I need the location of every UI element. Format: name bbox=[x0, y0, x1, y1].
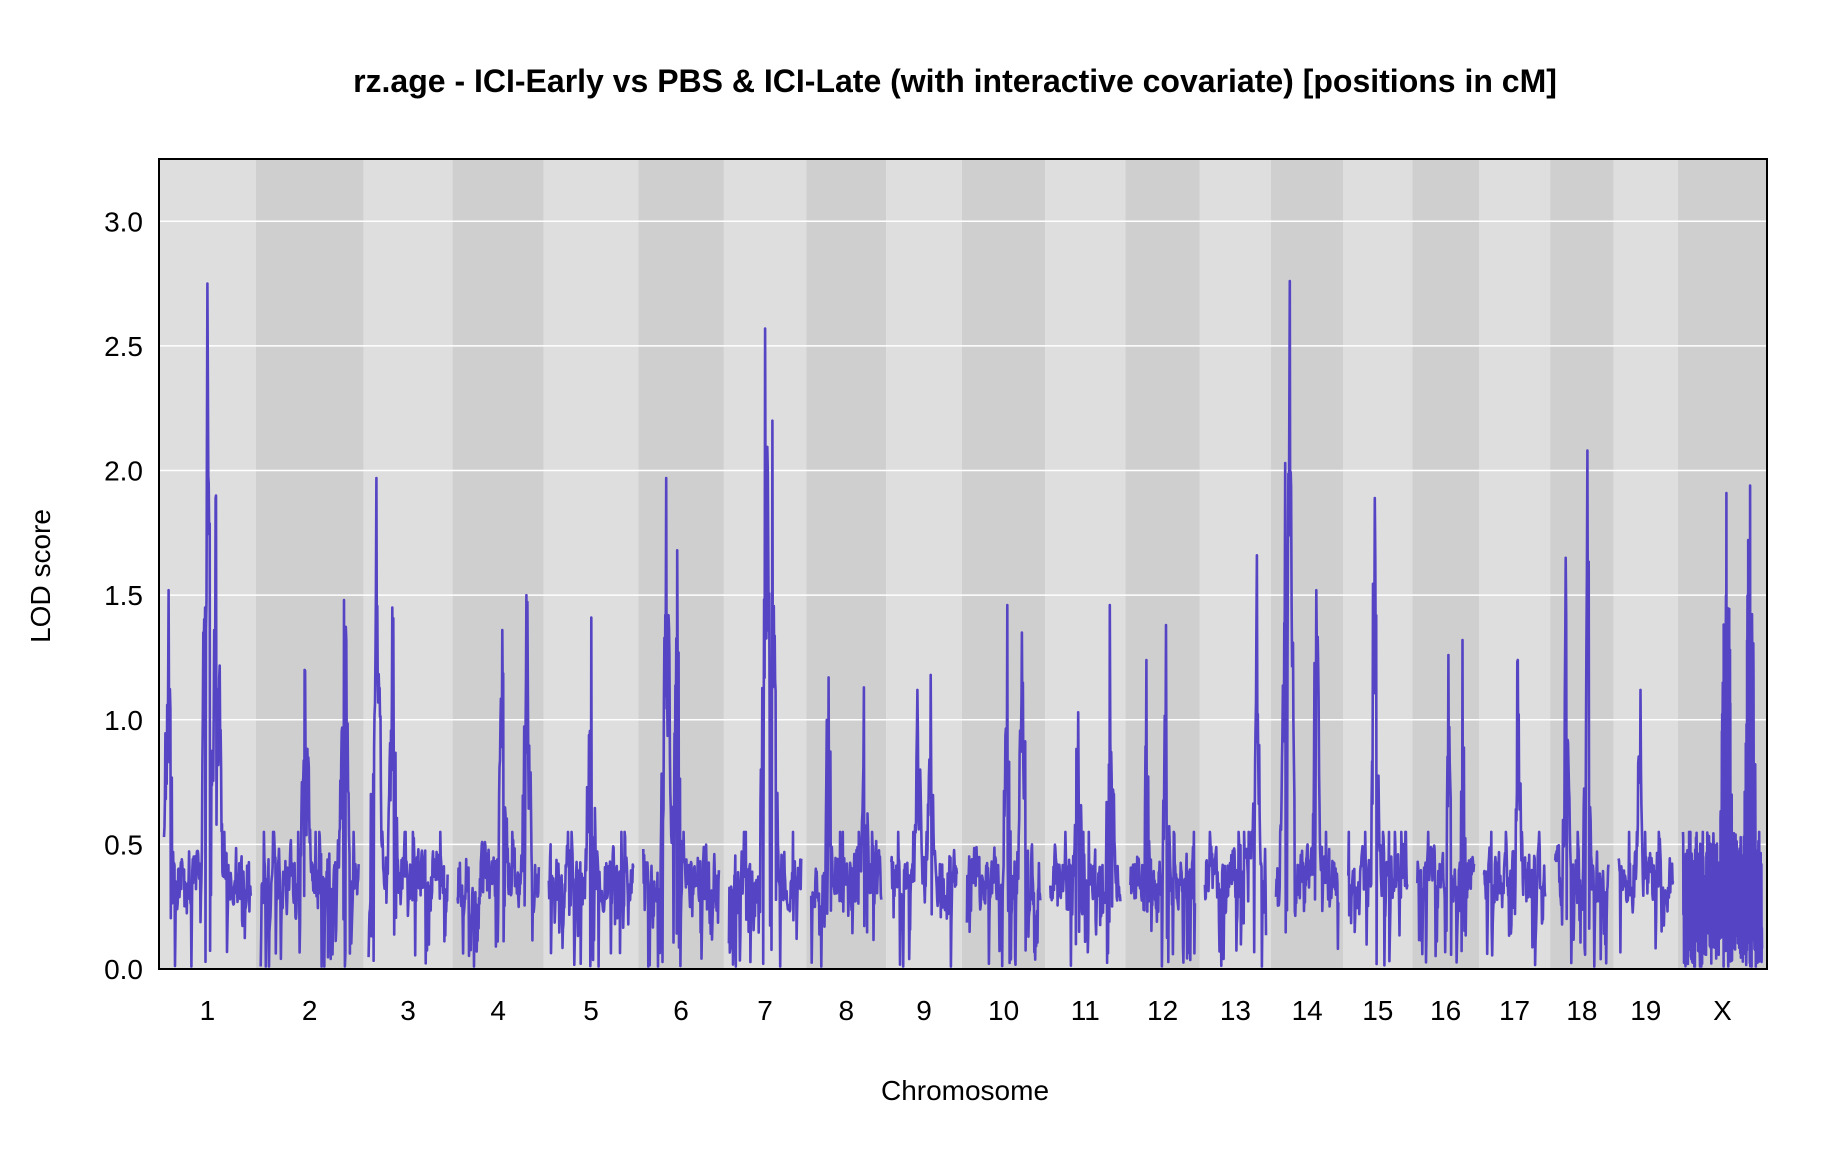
lod-line-chr-6 bbox=[642, 476, 721, 968]
lod-line-chr-9 bbox=[890, 673, 959, 968]
lod-line-chr-11 bbox=[1049, 603, 1122, 967]
lod-line-chr-12 bbox=[1129, 623, 1197, 968]
y-axis-ticks: 0.0 0.5 1.0 1.5 2.0 2.5 3.0 bbox=[104, 206, 143, 985]
x-tick-label: 9 bbox=[916, 995, 932, 1026]
lod-line-chr-3 bbox=[367, 476, 449, 965]
y-tick-label: 3.0 bbox=[104, 206, 143, 237]
x-tick-label: 18 bbox=[1566, 995, 1597, 1026]
lod-line-chr-13 bbox=[1203, 554, 1268, 968]
lod-line-chr-14 bbox=[1274, 279, 1340, 951]
x-tick-label: 3 bbox=[400, 995, 416, 1026]
lod-line-chr-18 bbox=[1553, 449, 1610, 968]
lod-line-chr-15 bbox=[1347, 496, 1409, 967]
lod-line-chr-1 bbox=[162, 282, 252, 968]
lod-line-chr-4 bbox=[456, 593, 541, 968]
x-tick-label: 4 bbox=[490, 995, 506, 1026]
lod-series bbox=[162, 279, 1764, 968]
x-tick-label: 15 bbox=[1362, 995, 1393, 1026]
y-tick-label: 0.5 bbox=[104, 829, 143, 860]
lod-line-chr-8 bbox=[809, 676, 883, 968]
x-axis-label: Chromosome bbox=[881, 1075, 1049, 1106]
x-tick-label: 7 bbox=[757, 995, 773, 1026]
x-tick-label: X bbox=[1713, 995, 1732, 1026]
y-tick-label: 2.0 bbox=[104, 456, 143, 487]
x-tick-label: 1 bbox=[200, 995, 216, 1026]
y-tick-label: 0.0 bbox=[104, 954, 143, 985]
y-tick-label: 1.0 bbox=[104, 705, 143, 736]
lod-line-chr-19 bbox=[1617, 688, 1675, 954]
y-axis-label: LOD score bbox=[25, 509, 56, 643]
chart-title: rz.age - ICI-Early vs PBS & ICI-Late (wi… bbox=[353, 63, 1557, 99]
plot-frame bbox=[158, 158, 1768, 970]
x-tick-label: 17 bbox=[1499, 995, 1530, 1026]
lod-line-chr-17 bbox=[1482, 658, 1547, 967]
x-tick-label: 12 bbox=[1147, 995, 1178, 1026]
lod-line-chr-16 bbox=[1416, 638, 1476, 964]
x-tick-label: 16 bbox=[1430, 995, 1461, 1026]
lod-line-chr-2 bbox=[259, 598, 360, 968]
x-tick-label: 19 bbox=[1630, 995, 1661, 1026]
x-tick-label: 10 bbox=[988, 995, 1019, 1026]
x-tick-label: 2 bbox=[302, 995, 318, 1026]
lod-line-chr-10 bbox=[965, 603, 1042, 968]
chromosome-bands bbox=[159, 159, 1767, 969]
y-tick-label: 1.5 bbox=[104, 580, 143, 611]
chromosome-band bbox=[1550, 159, 1614, 969]
x-tick-label: 14 bbox=[1292, 995, 1323, 1026]
chromosome-band bbox=[363, 159, 453, 969]
y-tick-label: 2.5 bbox=[104, 331, 143, 362]
x-tick-label: 5 bbox=[583, 995, 599, 1026]
x-tick-label: 13 bbox=[1220, 995, 1251, 1026]
x-tick-label: 8 bbox=[838, 995, 854, 1026]
lod-line-chr-5 bbox=[547, 616, 635, 968]
lod-line-chr-X bbox=[1681, 484, 1764, 968]
x-tick-label: 11 bbox=[1071, 995, 1100, 1026]
lod-line-chr-7 bbox=[727, 327, 803, 968]
gridlines bbox=[159, 220, 1767, 846]
chromosome-band bbox=[1271, 159, 1344, 969]
x-axis-ticks: 1 2 3 4 5 6 7 8 9 10 11 12 13 14 15 16 17 18 19 X bbox=[200, 995, 1733, 1026]
x-tick-label: 6 bbox=[673, 995, 689, 1026]
